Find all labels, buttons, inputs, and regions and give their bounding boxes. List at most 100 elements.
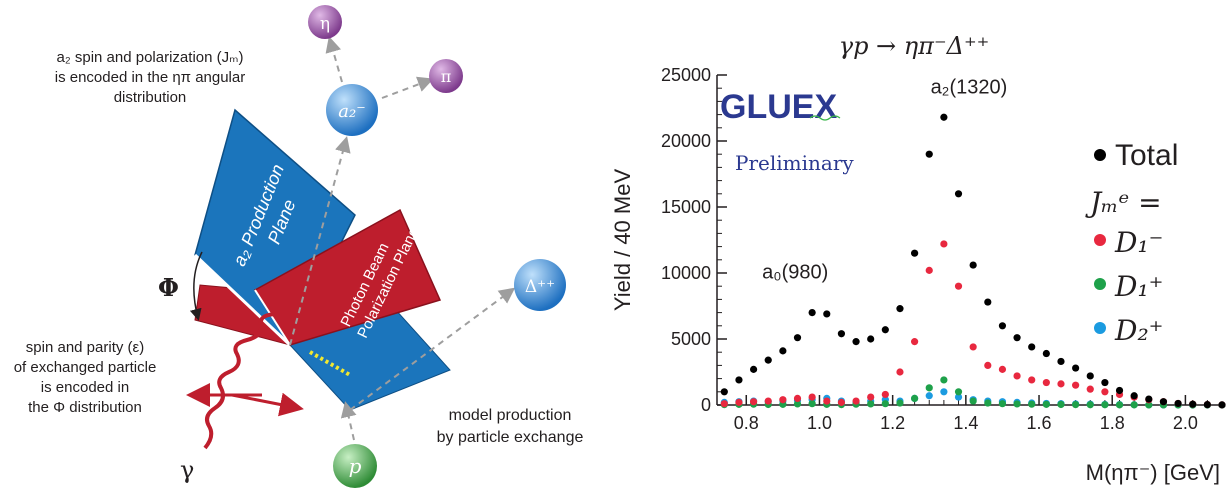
- data-point-total: [1057, 357, 1065, 366]
- pi-label: π: [441, 67, 452, 86]
- data-point-total: [1203, 401, 1211, 409]
- data-point-total: [1072, 364, 1080, 372]
- note-left-line3: is encoded in: [41, 379, 129, 396]
- data-point-d1-minus: [808, 393, 816, 401]
- data-point-total: [837, 330, 846, 338]
- gamma-label: γ: [180, 456, 194, 484]
- note-left-line2: of exchanged particle: [14, 359, 157, 376]
- data-point-total: [998, 322, 1007, 330]
- plane-edge: [254, 289, 291, 346]
- data-point-d1-plus: [867, 400, 875, 408]
- a2-label: a₂⁻: [338, 101, 365, 122]
- delta-particle: [514, 259, 566, 311]
- legend-label-d2-plus: D₂⁺: [1114, 314, 1163, 347]
- data-point-d1-plus: [1145, 401, 1153, 409]
- data-point-total: [954, 190, 963, 198]
- legend-marker-d1-plus: [1094, 278, 1106, 290]
- data-point-total: [881, 326, 889, 334]
- data-point-total: [940, 113, 948, 121]
- data-point-total: [1101, 378, 1109, 387]
- data-point-d2-plus: [925, 392, 933, 400]
- data-point-d1-minus: [940, 240, 948, 248]
- reaction-diagram: a₂ Production Plane Photon Beam Polariza…: [14, 5, 583, 488]
- proton-label: p: [349, 454, 362, 478]
- data-point-d1-plus: [1013, 400, 1021, 408]
- data-point-d1-minus: [764, 397, 772, 405]
- data-point-d1-minus: [881, 390, 889, 399]
- data-point-d1-minus: [1086, 385, 1094, 393]
- x-tick-label: 1.0: [807, 413, 832, 433]
- data-point-total: [1042, 349, 1050, 358]
- data-point-d1-minus: [1028, 376, 1036, 384]
- data-point-total: [852, 338, 860, 346]
- data-point-d1-minus: [779, 396, 787, 404]
- data-point-total: [720, 388, 728, 396]
- legend-marker-total: [1094, 149, 1106, 161]
- data-point-total: [867, 335, 875, 343]
- data-point-d2-plus: [940, 388, 948, 396]
- data-point-d1-minus: [852, 397, 860, 405]
- data-point-d1-minus: [1013, 372, 1021, 380]
- y-tick-label: 10000: [661, 263, 711, 283]
- x-tick-label: 1.2: [880, 413, 905, 433]
- a2-particle: [326, 84, 378, 136]
- y-axis-label: Yield / 40 MeV: [610, 169, 635, 312]
- data-point-total: [1174, 399, 1182, 408]
- data-point-d2-plus: [954, 393, 963, 401]
- x-tick-label: 2.0: [1173, 413, 1198, 433]
- arrow-to-a2: [289, 136, 351, 346]
- data-point-d1-plus: [1057, 400, 1065, 409]
- data-point-total: [749, 365, 758, 373]
- data-point-d1-minus: [984, 361, 992, 369]
- plane-edge: [193, 253, 292, 347]
- data-point-d1-minus: [720, 400, 728, 408]
- legend-marker-d2-plus: [1094, 322, 1106, 334]
- gluex-logo: GLUEX Preliminary: [720, 88, 854, 175]
- data-point-d1-plus: [1115, 401, 1124, 409]
- data-point-d1-minus: [954, 282, 963, 290]
- data-point-d1-plus: [881, 400, 889, 408]
- data-point-total: [925, 150, 933, 158]
- logo-preliminary: Preliminary: [735, 151, 854, 175]
- arrow-from-proton: [340, 401, 357, 441]
- annotation-a2-1320: a₂(1320): [931, 76, 1008, 98]
- data-point-total: [1145, 395, 1153, 403]
- eta-label: η: [320, 14, 330, 34]
- data-point-d1-minus: [1057, 380, 1065, 388]
- legend-label-d1-minus: D₁⁻: [1114, 226, 1163, 259]
- logo-text: GLUEX: [720, 88, 837, 126]
- eta-particle: [308, 5, 342, 39]
- y-tick-label: 5000: [671, 329, 711, 349]
- logo-wave: [809, 115, 841, 121]
- data-point-total: [779, 347, 787, 355]
- data-point-d1-plus: [896, 399, 904, 407]
- data-point-total: [823, 310, 831, 318]
- data-point-d1-minus: [896, 368, 904, 376]
- data-point-total: [735, 376, 743, 384]
- note-left-line4: the Φ distribution: [28, 399, 142, 416]
- data-point-d1-minus: [837, 398, 846, 406]
- data-point-d1-minus: [925, 266, 933, 274]
- x-tick-label: 1.4: [953, 413, 978, 433]
- phi-arc: [189, 251, 203, 321]
- data-point-total: [808, 309, 816, 317]
- data-point-d1-minus: [749, 398, 758, 406]
- x-tick-label: 1.8: [1100, 413, 1125, 433]
- data-point-d1-plus: [969, 397, 977, 405]
- exchange-line: [309, 350, 351, 377]
- data-point-d1-plus: [984, 399, 992, 407]
- data-point-d1-plus: [808, 400, 816, 408]
- note-left-line1: spin and parity (ε): [26, 339, 144, 356]
- note-top-line1: a₂ spin and polarization (Jₘ): [57, 49, 244, 66]
- data-point-d1-plus: [925, 384, 933, 392]
- data-point-d1-plus: [1101, 401, 1109, 409]
- data-point-d1-plus: [793, 400, 802, 408]
- phi-label: Φ: [158, 273, 179, 302]
- x-axis-label: M(ηπ⁻) [GeV]: [1086, 460, 1220, 485]
- annotation-a0-980: a₀(980): [762, 261, 828, 283]
- data-point-total: [764, 356, 772, 364]
- photon-wave: [203, 312, 280, 450]
- proton-particle: [333, 444, 377, 488]
- data-point-d1-plus: [1028, 400, 1036, 408]
- arrow-to-eta: [325, 36, 343, 83]
